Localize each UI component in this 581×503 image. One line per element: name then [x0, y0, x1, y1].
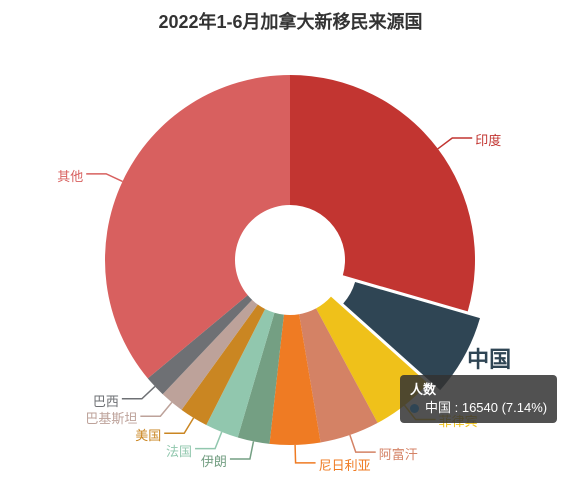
- highlighted-slice-label: 中国: [467, 342, 511, 374]
- slice-印度[interactable]: [290, 75, 475, 311]
- donut-chart-svg: [0, 0, 581, 503]
- label-line: [438, 138, 472, 149]
- label-line: [140, 402, 171, 416]
- slice-label-巴基斯坦: 巴基斯坦: [85, 408, 137, 427]
- slice-label-菲律宾: 菲律宾: [439, 411, 478, 430]
- label-line: [350, 435, 376, 452]
- label-line: [195, 432, 222, 449]
- slice-label-阿富汗: 阿富汗: [379, 444, 418, 463]
- slice-label-美国: 美国: [135, 425, 161, 444]
- label-line: [86, 174, 122, 182]
- label-line: [164, 418, 193, 433]
- slice-label-其他: 其他: [57, 166, 83, 185]
- slice-label-尼日利亚: 尼日利亚: [319, 455, 371, 474]
- label-line: [295, 445, 315, 463]
- label-line: [404, 405, 435, 419]
- label-line: [122, 386, 155, 398]
- slice-label-伊朗: 伊朗: [201, 451, 227, 470]
- donut-chart-container: 2022年1-6月加拿大新移民来源国 印度菲律宾阿富汗尼日利亚伊朗法国美国巴基斯…: [0, 0, 581, 503]
- slice-label-法国: 法国: [166, 441, 192, 460]
- slice-label-印度: 印度: [475, 130, 501, 149]
- slice-label-巴西: 巴西: [93, 391, 119, 410]
- label-line: [230, 441, 254, 459]
